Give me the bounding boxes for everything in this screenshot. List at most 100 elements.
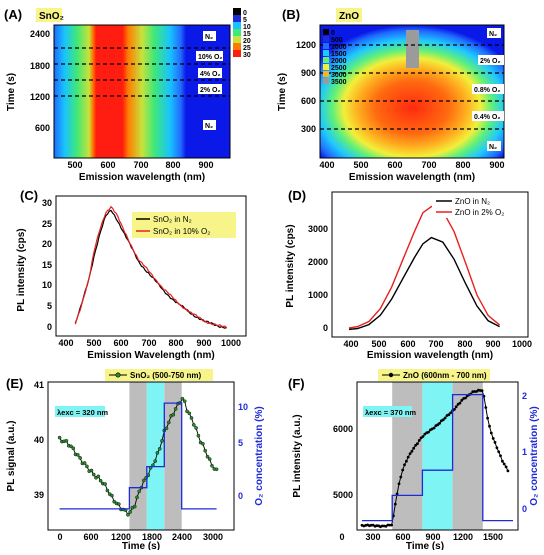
panel-b-scale-7: 3500 <box>331 79 347 86</box>
panel-e-yticks2: 0 5 10 <box>238 402 248 501</box>
panel-e-point <box>214 467 219 472</box>
panel-e-point <box>57 435 62 440</box>
panel-a-xtick-600: 600 <box>100 160 115 170</box>
panel-e-point <box>160 439 164 443</box>
panel-f-point <box>421 435 425 438</box>
panel-b-xtick-700: 700 <box>421 160 436 170</box>
panel-c-legend-1: SnO₂ in N₂ <box>153 215 192 224</box>
panel-f-point <box>393 502 397 506</box>
panel-a-scale-6: 30 <box>243 52 251 59</box>
panel-f-point <box>454 405 458 409</box>
panel-f-xlabel: Time (s) <box>406 541 444 550</box>
panel-e-xlabel: Time (s) <box>122 541 160 550</box>
panel-a-frame <box>53 24 231 159</box>
panel-f-phase-3 <box>452 382 483 530</box>
panel-f-point <box>488 424 491 428</box>
panel-e-point <box>64 438 69 443</box>
panel-a-scale-1: 5 <box>243 17 247 24</box>
panel-c-xtick-1000: 1000 <box>221 338 241 348</box>
panel-e-y2tick-0: 0 <box>238 491 243 501</box>
panel-e-point <box>103 482 107 486</box>
panel-d-ytick-3000: 3000 <box>308 224 328 234</box>
panel-a-scale-5: 25 <box>243 45 251 52</box>
panel-b-xticks: 400 500 600 700 800 900 <box>319 160 504 170</box>
panel-f-xtick-900: 900 <box>425 532 440 542</box>
panel-f-y2tick-2: 2 <box>522 391 527 401</box>
panel-e-ylabel2: O₂ concentration (%) <box>254 406 265 505</box>
panel-f-point <box>390 523 393 527</box>
panel-b-xtick-800: 800 <box>455 160 470 170</box>
panel-f-point <box>501 459 504 463</box>
panel-d-legend-1: ZnO in N₂ <box>455 197 490 206</box>
panel-a-scale-3: 15 <box>243 31 251 38</box>
panel-f-exc: λexc = 370 nm <box>365 408 416 417</box>
panel-e-point <box>110 493 114 498</box>
panel-e-point <box>180 396 185 401</box>
panel-e-point <box>117 502 121 506</box>
panel-e-point <box>105 488 110 493</box>
panel-f-xtick-300: 300 <box>365 532 380 542</box>
panel-b-scale-6: 3000 <box>331 72 347 79</box>
panel-e-point <box>82 461 87 465</box>
panel-e-point <box>91 472 96 477</box>
panel-e-point <box>182 399 187 404</box>
panel-e-point <box>137 489 141 494</box>
panel-f-xtick-1200: 1200 <box>453 532 473 542</box>
panel-e-xtick-3000: 3000 <box>203 532 223 542</box>
panel-c-xtick-800: 800 <box>168 338 183 348</box>
panel-e-exc: λexc = 320 nm <box>57 408 108 417</box>
panel-a-ylabel: Time (s) <box>6 73 17 111</box>
panel-c-ylabel: PL intensity (cps) <box>16 228 27 311</box>
panel-f-xticks: 0 300 600 900 1200 1500 <box>339 532 503 542</box>
panel-b-gas-5: N₂ <box>489 144 497 151</box>
panel-c-legend-2: SnO₂ in 10% O₂ <box>153 227 210 236</box>
panel-c-legend: SnO₂ in N₂ SnO₂ in 10% O₂ <box>132 212 236 238</box>
panel-e-point <box>189 416 194 420</box>
panel-f-xtick-1500: 1500 <box>483 532 503 542</box>
panel-f-xtick-600: 600 <box>395 532 410 542</box>
panel-f-point <box>460 398 464 402</box>
panel-d-data <box>348 205 501 331</box>
panel-e-point <box>205 454 210 459</box>
panel-a-xtick-800: 800 <box>165 160 180 170</box>
panel-e-point <box>207 457 212 461</box>
panel-f-point <box>416 442 419 446</box>
panel-e-point <box>69 444 73 449</box>
panel-e-point <box>98 478 103 483</box>
panel-e-point <box>71 446 76 451</box>
panel-a-ytick-1200: 1200 <box>30 92 50 102</box>
panel-e-point <box>78 456 82 460</box>
panel-a-tag: SnO₂ <box>39 11 64 22</box>
panel-e-xticks: 0 600 1200 1800 2400 3000 <box>57 532 223 542</box>
panel-f-point <box>506 469 510 473</box>
panel-d-xtick-800: 800 <box>457 339 472 349</box>
panel-f-frame <box>356 381 519 531</box>
panel-c-yticks: 0 5 10 15 20 25 30 <box>42 198 52 332</box>
panel-e-point <box>173 407 178 411</box>
panel-d-letter: (D) <box>288 188 306 203</box>
panel-f-point <box>438 421 441 425</box>
panel-e-point <box>201 441 205 446</box>
panel-d-ytick-2000: 2000 <box>308 257 328 267</box>
panel-a-letter: (A) <box>4 7 22 22</box>
panel-e-point <box>155 451 160 455</box>
panel-f-point <box>397 482 401 486</box>
panel-e-exc-box <box>55 406 105 417</box>
panel-e-phase-1 <box>129 382 147 530</box>
panel-f-point <box>395 492 399 496</box>
panel-b-xtick-400: 400 <box>319 160 334 170</box>
panel-e-point <box>96 474 101 479</box>
panel-b-tag-box <box>336 8 362 22</box>
panel-b-xlabel: Emission wavelength (nm) <box>349 172 475 183</box>
panel-e-legend-text: SnO₂ (500-750 nm) <box>130 371 201 380</box>
panel-e-legend: SnO₂ (500-750 nm) <box>105 369 213 381</box>
panel-f-point <box>497 450 501 454</box>
panel-c-ytick-15: 15 <box>42 260 52 270</box>
panel-f-point <box>449 411 453 415</box>
panel-f-point <box>417 439 421 442</box>
panel-d-xtick-500: 500 <box>371 339 386 349</box>
panel-b-colorbar: 0 500 1000 1500 2000 2500 3000 3500 <box>323 29 347 86</box>
panel-d-series-1 <box>348 236 500 331</box>
panel-d-xtick-600: 600 <box>400 339 415 349</box>
